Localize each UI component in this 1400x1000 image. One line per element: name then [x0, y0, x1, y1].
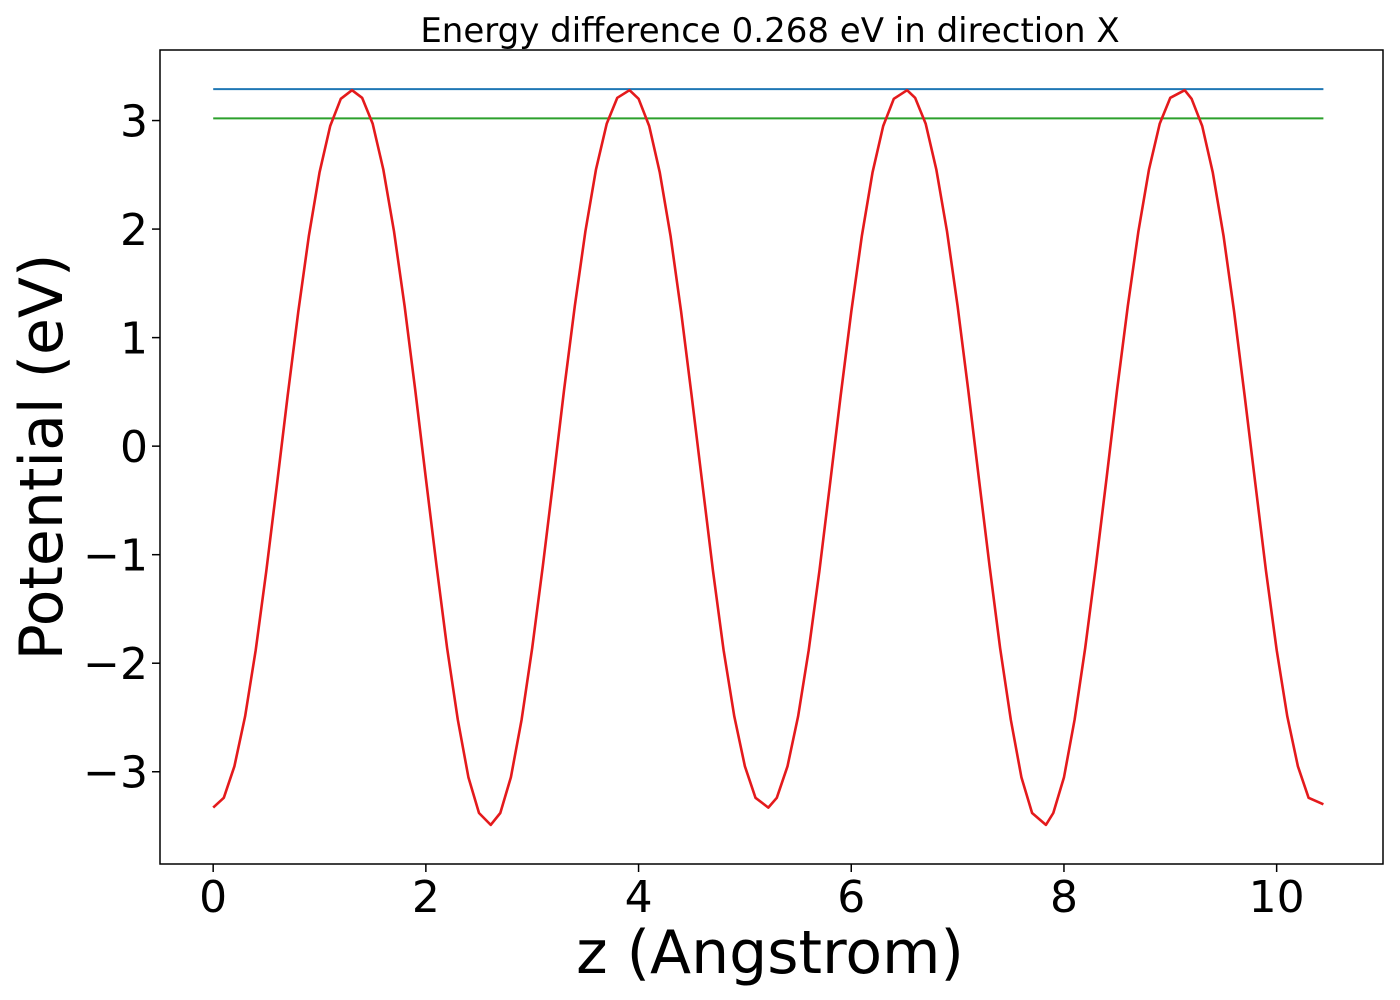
y-tick-label: −2: [83, 639, 148, 690]
x-axis-ticks: 0 2 4 6 8 10: [199, 864, 1305, 923]
x-tick-label: 8: [1050, 872, 1078, 923]
y-tick-label: 2: [120, 205, 148, 256]
x-tick-label: 4: [625, 872, 653, 923]
x-tick-label: 2: [412, 872, 440, 923]
x-tick-label: 6: [837, 872, 865, 923]
y-tick-label: −1: [83, 531, 148, 582]
x-axis-label: z (Angstrom): [576, 918, 964, 988]
y-tick-label: 1: [120, 314, 148, 365]
plot-area: [159, 49, 1384, 865]
y-tick-label: 3: [120, 97, 148, 148]
plot-frame: [159, 49, 1384, 865]
y-axis-ticks: −3 −2 −1 0 1 2 3: [83, 97, 160, 799]
series-line-2: [212, 88, 1324, 827]
chart-title: Energy difference 0.268 eV in direction …: [420, 11, 1119, 51]
y-axis-label: Potential (eV): [7, 254, 77, 661]
x-tick-label: 0: [199, 872, 227, 923]
y-tick-label: −3: [83, 748, 148, 799]
y-tick-label: 0: [120, 422, 148, 473]
x-tick-label: 10: [1249, 872, 1305, 923]
